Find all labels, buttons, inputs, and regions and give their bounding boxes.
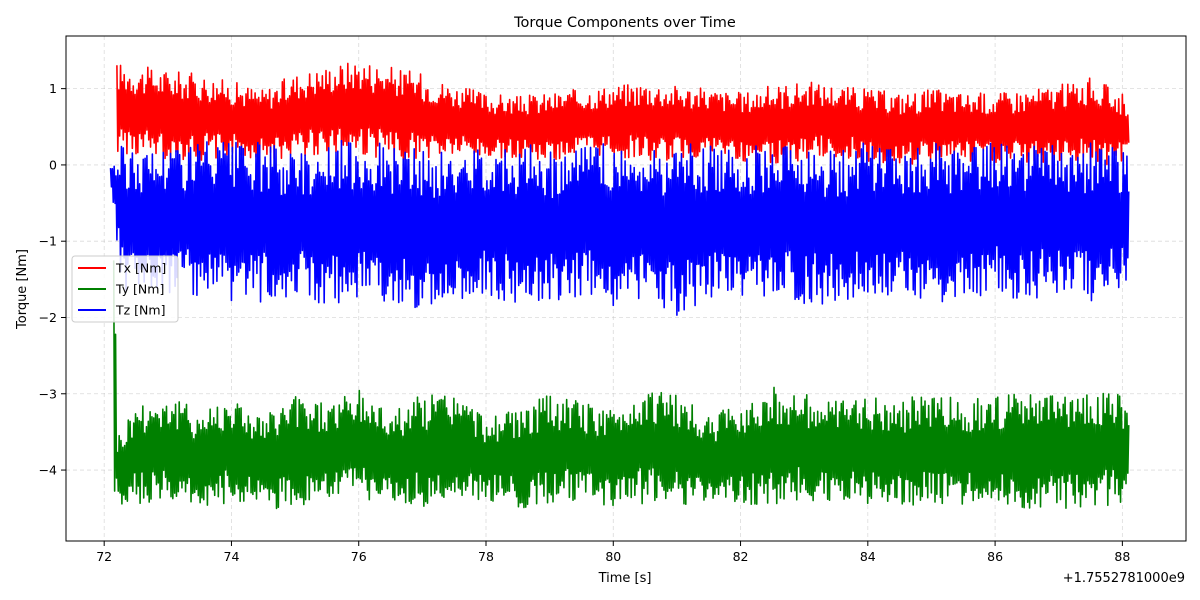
x-tick-label: 82 — [733, 549, 749, 564]
series-line-ty — [112, 260, 1130, 510]
y-axis: −4 −3 −2 −1 0 1 — [39, 81, 66, 478]
x-tick-label: 72 — [96, 549, 112, 564]
y-tick-label: 0 — [49, 157, 57, 172]
x-offset-label: +1.7552781000e9 — [1063, 571, 1185, 586]
series-line-tx — [116, 62, 1130, 166]
legend: Tx [Nm] Ty [Nm] Tz [Nm] — [71, 255, 179, 323]
y-tick-label: −3 — [39, 386, 57, 401]
legend-label: Ty [Nm] — [115, 282, 164, 297]
y-axis-label: Torque [Nm] — [15, 249, 30, 330]
x-axis: 72 74 76 78 80 82 84 86 88 — [96, 541, 1130, 564]
x-tick-label: 74 — [224, 549, 240, 564]
series-layer — [109, 62, 1130, 510]
legend-box — [71, 255, 179, 323]
legend-label: Tx [Nm] — [115, 261, 166, 276]
x-axis-label: Time [s] — [598, 571, 652, 586]
plot-frame — [65, 35, 1187, 542]
x-tick-label: 80 — [605, 549, 621, 564]
y-tick-label: −2 — [39, 310, 57, 325]
x-tick-label: 76 — [351, 549, 367, 564]
x-tick-label: 88 — [1114, 549, 1130, 564]
y-tick-label: −4 — [39, 463, 57, 478]
y-tick-label: 1 — [49, 81, 57, 96]
x-tick-label: 86 — [987, 549, 1003, 564]
legend-label: Tz [Nm] — [115, 303, 165, 318]
chart-title: Torque Components over Time — [513, 15, 736, 31]
x-tick-label: 78 — [478, 549, 494, 564]
series-line-tz — [109, 139, 1130, 316]
x-tick-label: 84 — [860, 549, 876, 564]
y-tick-label: −1 — [39, 234, 57, 249]
